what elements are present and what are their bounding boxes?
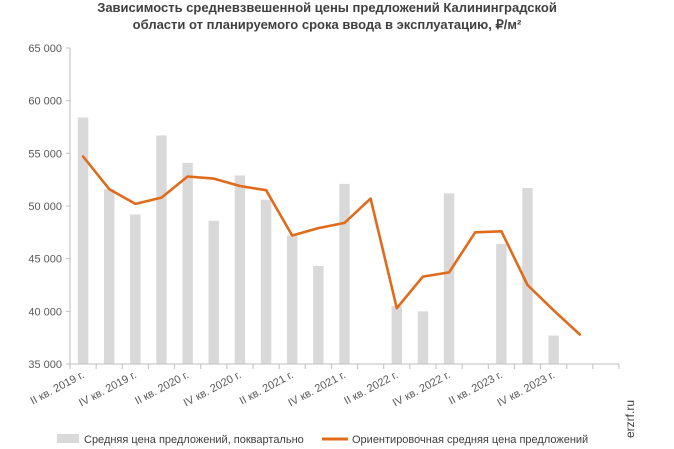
- legend: Средняя цена предложений, поквартально О…: [57, 434, 588, 446]
- legend-bar-label: Средняя цена предложений, поквартально: [84, 434, 304, 446]
- bar: [208, 220, 220, 364]
- bar: [417, 311, 429, 364]
- bar: [286, 235, 298, 364]
- watermark: erzrf.ru: [623, 400, 637, 438]
- x-tick-label: IV кв. 2019 г.: [77, 369, 139, 409]
- bar: [339, 183, 350, 364]
- bar: [130, 214, 141, 364]
- price-line: [81, 155, 582, 336]
- x-tick-label: IV кв. 2020 г.: [182, 369, 244, 409]
- x-tick-label: IV кв. 2021 г.: [286, 369, 348, 409]
- y-tick-label: 35 000: [28, 359, 62, 371]
- bar: [313, 266, 324, 364]
- bar: [496, 243, 507, 364]
- bar: [156, 135, 167, 364]
- bar: [522, 188, 533, 364]
- chart-title-line-2: области от планируемого срока ввода в эк…: [133, 17, 522, 32]
- bar: [234, 175, 246, 364]
- y-tick-label: 65 000: [28, 43, 62, 55]
- x-tick-label: IV кв. 2022 г.: [391, 369, 453, 409]
- bar: [260, 199, 272, 364]
- bar: [182, 162, 193, 364]
- y-tick-label: 60 000: [28, 96, 62, 108]
- bar: [103, 189, 115, 364]
- y-tick-label: 45 000: [28, 254, 62, 266]
- x-tick-label: IV кв. 2023 г.: [495, 369, 557, 409]
- y-tick-label: 50 000: [28, 201, 62, 213]
- bar: [443, 193, 455, 364]
- legend-line-label: Ориентировочная средняя цена предложений: [352, 434, 588, 446]
- bar: [548, 335, 559, 364]
- bar: [391, 306, 403, 364]
- legend-bar-swatch: [57, 434, 79, 443]
- y-tick-label: 40 000: [28, 306, 62, 318]
- bar: [77, 117, 89, 365]
- plot-area: 35 000 40 000 45 000 50 000 55 000 60 000 65 0…: [28, 43, 620, 409]
- y-tick-label: 55 000: [28, 148, 62, 160]
- chart-title-line-1: Зависимость средневзвешенной цены предло…: [97, 0, 557, 15]
